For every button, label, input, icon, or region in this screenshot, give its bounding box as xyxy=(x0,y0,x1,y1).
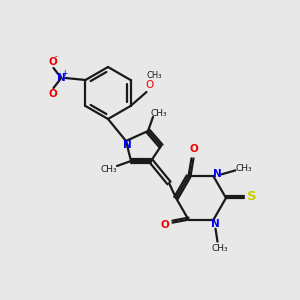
Text: O: O xyxy=(160,220,169,230)
Text: +: + xyxy=(61,68,68,77)
Text: CH₃: CH₃ xyxy=(101,164,117,173)
Text: O: O xyxy=(48,89,57,99)
Text: N: N xyxy=(123,140,131,150)
Text: O: O xyxy=(146,80,154,90)
Text: CH₃: CH₃ xyxy=(211,244,228,253)
Text: O: O xyxy=(189,144,198,154)
Text: N: N xyxy=(213,169,222,179)
Text: N: N xyxy=(57,73,66,83)
Text: S: S xyxy=(247,190,257,203)
Text: -: - xyxy=(55,52,58,62)
Text: CH₃: CH₃ xyxy=(235,164,252,173)
Text: O: O xyxy=(48,57,57,67)
Text: CH₃: CH₃ xyxy=(151,109,167,118)
Text: N: N xyxy=(211,219,220,229)
Text: CH₃: CH₃ xyxy=(147,70,162,80)
